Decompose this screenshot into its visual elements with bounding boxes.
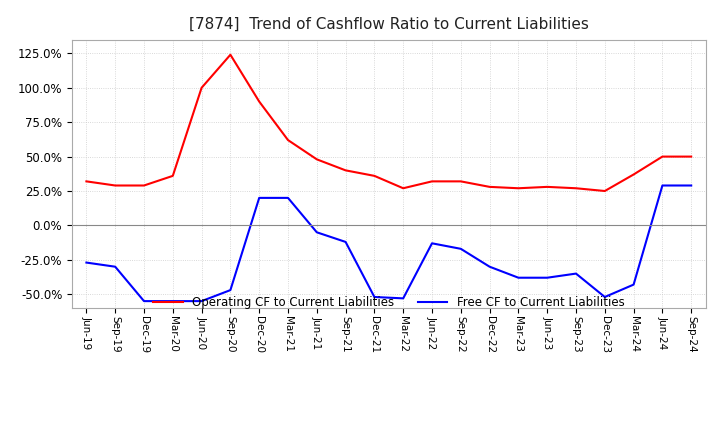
Line: Free CF to Current Liabilities: Free CF to Current Liabilities [86,186,691,301]
Free CF to Current Liabilities [226,287,235,293]
Operating CF to Current Liabilities [312,157,321,162]
Operating CF to Current Liabilities [600,188,609,194]
Free CF to Current Liabilities [111,264,120,269]
Operating CF to Current Liabilities [197,85,206,90]
Operating CF to Current Liabilities [543,184,552,190]
Free CF to Current Liabilities [629,282,638,287]
Free CF to Current Liabilities [370,294,379,300]
Operating CF to Current Liabilities [687,154,696,159]
Legend: Operating CF to Current Liabilities, Free CF to Current Liabilities: Operating CF to Current Liabilities, Fre… [148,291,629,313]
Free CF to Current Liabilities [658,183,667,188]
Free CF to Current Liabilities [399,296,408,301]
Line: Operating CF to Current Liabilities: Operating CF to Current Liabilities [86,55,691,191]
Free CF to Current Liabilities [197,298,206,304]
Operating CF to Current Liabilities [399,186,408,191]
Operating CF to Current Liabilities [341,168,350,173]
Free CF to Current Liabilities [514,275,523,280]
Operating CF to Current Liabilities [658,154,667,159]
Free CF to Current Liabilities [284,195,292,201]
Free CF to Current Liabilities [140,298,148,304]
Operating CF to Current Liabilities [255,99,264,104]
Free CF to Current Liabilities [168,298,177,304]
Title: [7874]  Trend of Cashflow Ratio to Current Liabilities: [7874] Trend of Cashflow Ratio to Curren… [189,16,589,32]
Free CF to Current Liabilities [312,230,321,235]
Operating CF to Current Liabilities [572,186,580,191]
Operating CF to Current Liabilities [370,173,379,179]
Free CF to Current Liabilities [456,246,465,251]
Operating CF to Current Liabilities [456,179,465,184]
Free CF to Current Liabilities [600,294,609,300]
Free CF to Current Liabilities [572,271,580,276]
Free CF to Current Liabilities [255,195,264,201]
Free CF to Current Liabilities [82,260,91,265]
Operating CF to Current Liabilities [82,179,91,184]
Operating CF to Current Liabilities [226,52,235,57]
Operating CF to Current Liabilities [140,183,148,188]
Operating CF to Current Liabilities [111,183,120,188]
Operating CF to Current Liabilities [284,137,292,143]
Free CF to Current Liabilities [687,183,696,188]
Operating CF to Current Liabilities [428,179,436,184]
Operating CF to Current Liabilities [485,184,494,190]
Operating CF to Current Liabilities [514,186,523,191]
Free CF to Current Liabilities [428,241,436,246]
Operating CF to Current Liabilities [168,173,177,179]
Free CF to Current Liabilities [543,275,552,280]
Free CF to Current Liabilities [485,264,494,269]
Free CF to Current Liabilities [341,239,350,245]
Operating CF to Current Liabilities [629,172,638,177]
